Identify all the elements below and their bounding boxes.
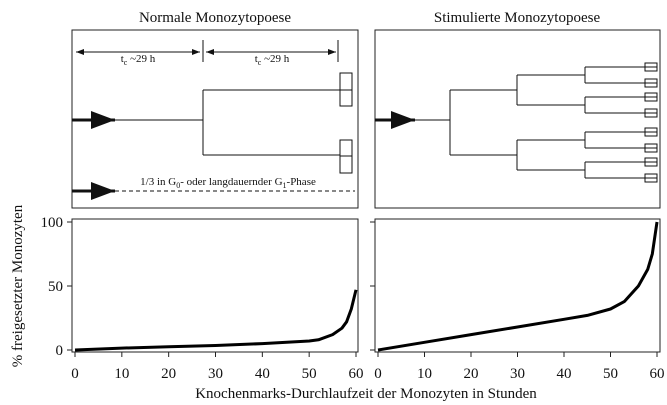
left-title: Normale Monozytopoese	[139, 10, 291, 26]
tc-value: ~29 h	[261, 53, 289, 65]
tc-t: t	[255, 53, 258, 65]
x-tick-label: 20	[464, 366, 479, 382]
tc-sub: c	[258, 58, 262, 67]
g0-text: - oder langdauernder G	[180, 176, 282, 188]
g1-sub: 1	[283, 181, 287, 190]
g0-text: 1/3 in G	[140, 176, 176, 188]
tc-value: ~29 h	[127, 53, 155, 65]
x-tick-label: 0	[71, 366, 79, 382]
tc-t: t	[121, 53, 124, 65]
tc-label: tc ~29 h	[255, 53, 290, 67]
release-curve	[377, 221, 659, 352]
release-curve	[74, 289, 358, 352]
y-tick-label: 100	[41, 215, 64, 231]
x-tick-label: 40	[255, 366, 270, 382]
tc-sub: c	[124, 58, 128, 67]
y-tick-label: 50	[48, 279, 63, 295]
x-tick-label: 60	[650, 366, 665, 382]
x-tick-label: 50	[302, 366, 317, 382]
g0-sub: 0	[176, 181, 180, 190]
g0-label: 1/3 in G0- oder langdauernder G1-Phase	[140, 176, 316, 190]
left-tree	[72, 40, 355, 200]
x-tick-label: 50	[603, 366, 618, 382]
y-tick-label: 0	[56, 343, 64, 359]
x-tick-label: 60	[349, 366, 364, 382]
tree-branches	[415, 62, 658, 183]
x-tick-label: 0	[374, 366, 382, 382]
x-tick-label: 10	[114, 366, 129, 382]
y-axis-label: % freigesetzter Monozyten	[10, 204, 26, 367]
g1-text: -Phase	[287, 176, 316, 188]
right-title: Stimulierte Monozytopoese	[434, 10, 601, 26]
x-axis-label: Knochenmarks-Durchlaufzeit der Monozyten…	[195, 386, 537, 402]
right-tree	[375, 62, 658, 183]
x-tick-label: 30	[510, 366, 525, 382]
plot-box	[374, 218, 661, 353]
x-tick-label: 10	[417, 366, 432, 382]
plot-box	[71, 218, 359, 353]
x-tick-label: 30	[208, 366, 223, 382]
x-tick-label: 20	[161, 366, 176, 382]
right-diagram-box	[374, 29, 661, 209]
x-tick-label: 40	[557, 366, 572, 382]
tc-label: tc ~29 h	[121, 53, 156, 67]
